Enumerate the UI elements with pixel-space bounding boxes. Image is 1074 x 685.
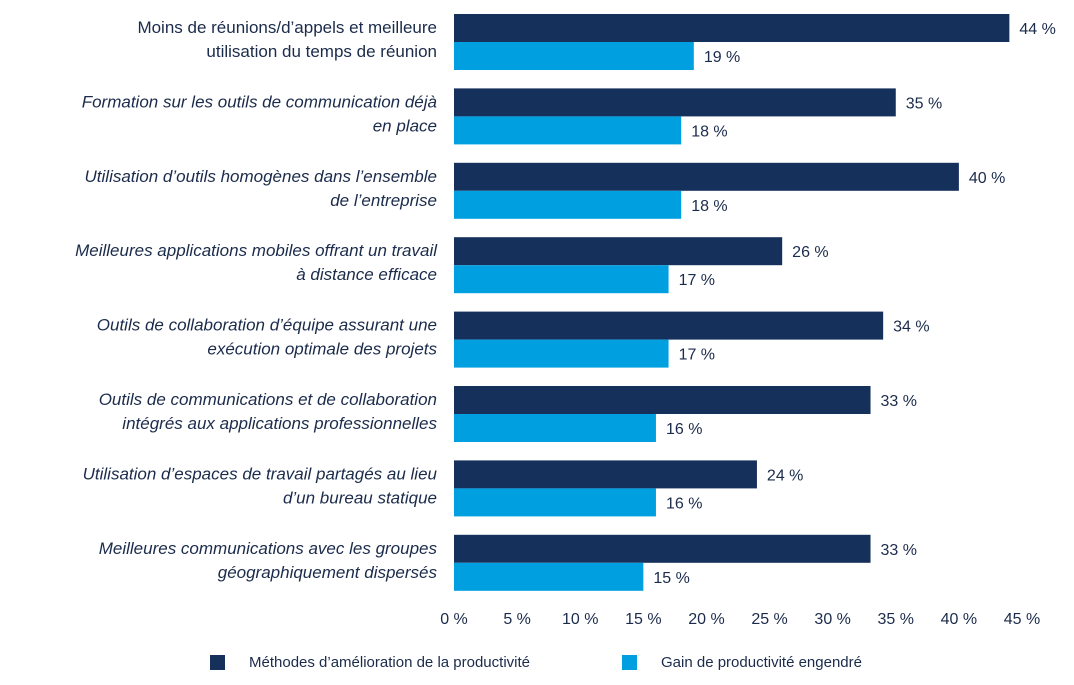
category-label-line-1-0: Formation sur les outils de communicatio…	[82, 92, 437, 111]
x-tick-label-25: 25 %	[751, 611, 787, 628]
category-label-line-7-1: géographiquement dispersés	[218, 563, 438, 582]
value-label-gain-1: 18 %	[691, 123, 727, 140]
legend-swatch-gain	[622, 654, 637, 670]
value-label-methods-0: 44 %	[1019, 21, 1055, 38]
bar-gain-5	[454, 414, 656, 442]
legend-swatch-methods	[210, 654, 225, 670]
bar-methods-7	[454, 534, 871, 563]
category-label-2: Utilisation d’outils homogènes dans l’en…	[85, 167, 437, 210]
value-label-methods-1: 35 %	[906, 95, 942, 112]
bar-methods-5	[454, 386, 871, 414]
value-label-gain-7: 15 %	[653, 570, 689, 587]
legend-label-methods: Méthodes d’amélioration de la productivi…	[249, 653, 530, 671]
category-label-line-2-1: de l’entreprise	[330, 191, 437, 210]
x-tick-label-40: 40 %	[941, 611, 977, 628]
value-label-methods-2: 40 %	[969, 170, 1005, 187]
category-label-line-7-0: Meilleures communications avec les group…	[99, 539, 438, 558]
legend-item-methods: Méthodes d’amélioration de la productivi…	[210, 651, 530, 673]
category-label-line-5-0: Outils de communications et de collabora…	[99, 390, 437, 409]
bar-gain-2	[454, 190, 682, 219]
x-tick-label-45: 45 %	[1004, 611, 1040, 628]
x-tick-label-15: 15 %	[625, 611, 661, 628]
bar-methods-0	[454, 14, 1010, 42]
category-label-line-5-1: intégrés aux applications professionnell…	[122, 414, 437, 433]
x-tick-label-30: 30 %	[814, 611, 850, 628]
category-label-3: Meilleures applications mobiles offrant …	[75, 241, 438, 284]
value-label-gain-6: 16 %	[666, 495, 702, 512]
category-label-1: Formation sur les outils de communicatio…	[82, 92, 437, 135]
bar-gain-1	[454, 116, 682, 145]
category-label-line-0-0: Moins de réunions/d’appels et meilleure	[137, 18, 437, 37]
bar-gain-4	[454, 339, 669, 368]
category-label-line-0-1: utilisation du temps de réunion	[206, 42, 437, 61]
legend-item-gain: Gain de productivité engendré	[622, 651, 862, 673]
x-axis: 0 % 5 % 10 % 15 % 20 % 25 % 30 % 35 % 40 % 45 %	[440, 611, 1040, 628]
bars-layer	[454, 14, 1010, 591]
x-tick-label-35: 35 %	[878, 611, 914, 628]
bar-methods-6	[454, 460, 757, 489]
category-label-4: Outils de collaboration d’équipe assuran…	[97, 316, 438, 359]
category-label-5: Outils de communications et de collabora…	[99, 390, 438, 433]
x-tick-label-0: 0 %	[440, 611, 468, 628]
category-labels: Moins de réunions/d’appels et meilleure u…	[75, 18, 438, 582]
category-label-line-3-1: à distance efficace	[296, 265, 437, 284]
bar-gain-3	[454, 265, 669, 294]
category-label-line-1-1: en place	[373, 116, 437, 135]
value-labels: 44 % 19 % 35 % 18 % 40 % 18 % 26 % 17 % 34 % 17 %…	[653, 21, 1056, 587]
category-label-line-6-0: Utilisation d’espaces de travail partagé…	[83, 464, 438, 483]
category-label-line-2-0: Utilisation d’outils homogènes dans l’en…	[85, 167, 437, 186]
bar-gain-6	[454, 488, 656, 517]
value-label-gain-0: 19 %	[704, 49, 740, 66]
value-label-methods-7: 33 %	[881, 542, 917, 559]
category-label-line-4-1: exécution optimale des projets	[207, 340, 437, 359]
legend-label-gain: Gain de productivité engendré	[661, 653, 862, 671]
value-label-gain-4: 17 %	[679, 347, 715, 364]
x-tick-label-20: 20 %	[688, 611, 724, 628]
category-label-6: Utilisation d’espaces de travail partagé…	[83, 464, 438, 507]
bar-methods-4	[454, 311, 884, 340]
category-label-0: Moins de réunions/d’appels et meilleure u…	[137, 18, 437, 61]
bar-methods-2	[454, 162, 959, 191]
value-label-methods-4: 34 %	[893, 319, 929, 336]
value-label-methods-3: 26 %	[792, 244, 828, 261]
bar-gain-7	[454, 562, 644, 591]
bar-methods-3	[454, 237, 783, 266]
value-label-gain-2: 18 %	[691, 198, 727, 215]
x-tick-label-10: 10 %	[562, 611, 598, 628]
bar-chart: Moins de réunions/d’appels et meilleure u…	[75, 14, 1056, 628]
category-label-line-4-0: Outils de collaboration d’équipe assuran…	[97, 316, 437, 335]
category-label-7: Meilleures communications avec les group…	[99, 539, 438, 582]
legend: Méthodes d’amélioration de la productivi…	[0, 651, 1074, 675]
value-label-methods-5: 33 %	[881, 393, 917, 410]
category-label-line-6-1: d’un bureau statique	[283, 488, 437, 507]
bar-gain-0	[454, 42, 694, 70]
value-label-gain-5: 16 %	[666, 421, 702, 438]
bar-methods-1	[454, 88, 896, 117]
category-label-line-3-0: Meilleures applications mobiles offrant …	[75, 241, 438, 260]
value-label-methods-6: 24 %	[767, 467, 803, 484]
value-label-gain-3: 17 %	[679, 272, 715, 289]
x-tick-label-5: 5 %	[503, 611, 531, 628]
